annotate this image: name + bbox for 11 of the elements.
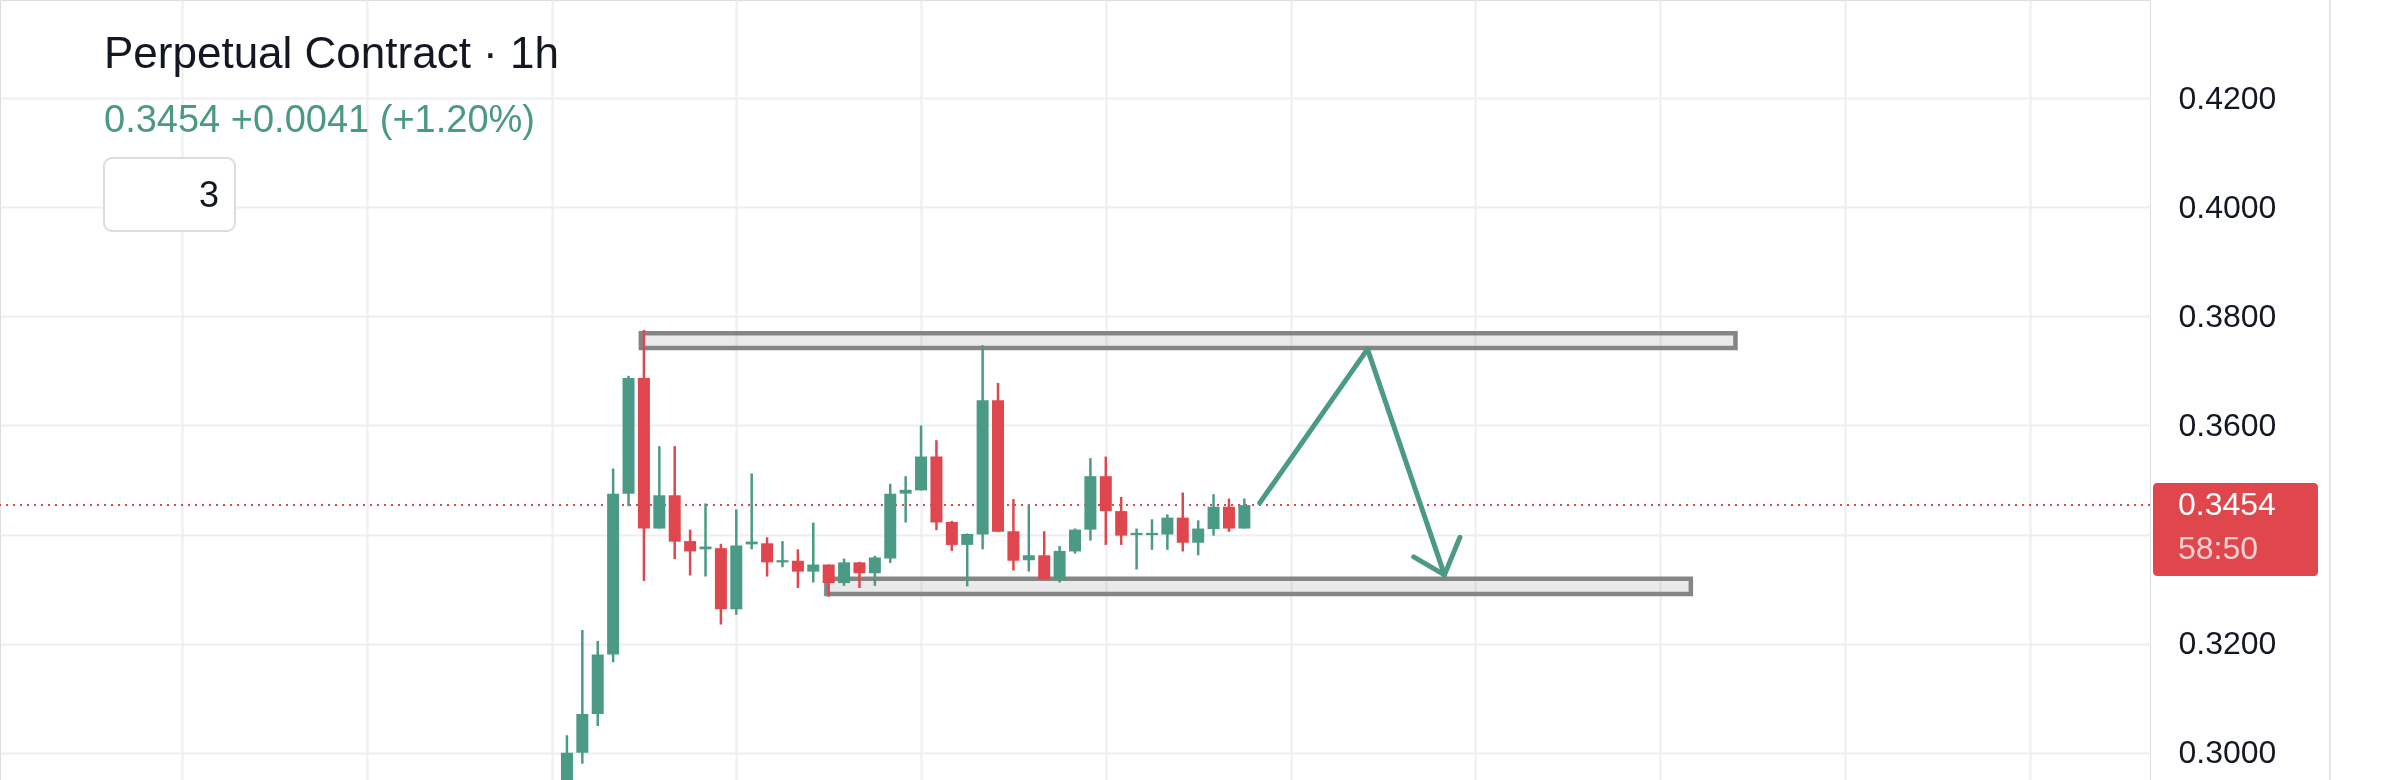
ref-line-label: 0.3454 <box>2178 486 2276 523</box>
y-tick-label: 0.3600 <box>2178 406 2277 443</box>
y-tick-label: 0.4200 <box>2178 79 2277 116</box>
y-tick-label: 0.3000 <box>2178 734 2277 771</box>
annotation: 3 <box>198 174 220 215</box>
text: Perpetual Contract · 1h <box>104 28 559 77</box>
y-tick-label: 0.3200 <box>2178 625 2277 662</box>
text: 58:50 <box>2178 530 2259 567</box>
text: 0.3454 +0.0041 (+1.20%) <box>104 98 536 140</box>
y-tick-label: 0.3800 <box>2178 297 2277 334</box>
y-tick-label: 0.4000 <box>2178 188 2277 225</box>
